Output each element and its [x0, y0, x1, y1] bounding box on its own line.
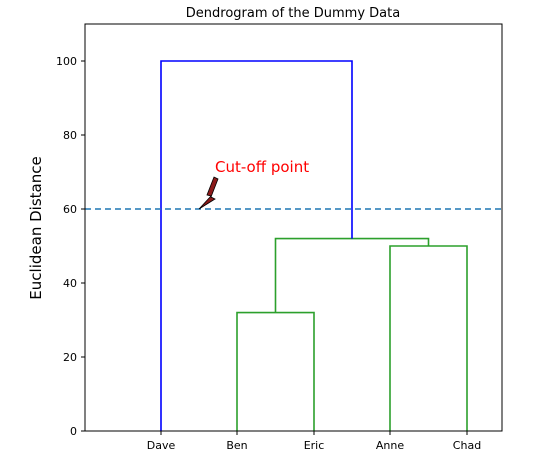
plot-area: 0 20 40 60 80 100 Dave Ben Eric Anne Chad	[56, 23, 503, 452]
y-tick-label: 80	[63, 129, 77, 142]
leaf-label-ben: Ben	[226, 439, 247, 452]
chart-title: Dendrogram of the Dummy Data	[186, 6, 400, 21]
leaf-label-eric: Eric	[304, 439, 325, 452]
y-tick-label: 0	[70, 425, 77, 438]
y-tick-label: 20	[63, 351, 77, 364]
leaf-label-anne: Anne	[376, 439, 404, 452]
leaf-label-chad: Chad	[453, 439, 481, 452]
leaf-label-dave: Dave	[147, 439, 176, 452]
y-tick-label: 60	[63, 203, 77, 216]
y-tick-label: 100	[56, 55, 77, 68]
annotation-label: Cut-off point	[215, 158, 309, 176]
y-tick-label: 40	[63, 277, 77, 290]
axes-frame	[84, 23, 503, 432]
annotation-arrow	[198, 176, 219, 210]
y-axis-label: Euclidean Distance	[27, 156, 45, 299]
dendrogram-link-4	[160, 60, 353, 431]
